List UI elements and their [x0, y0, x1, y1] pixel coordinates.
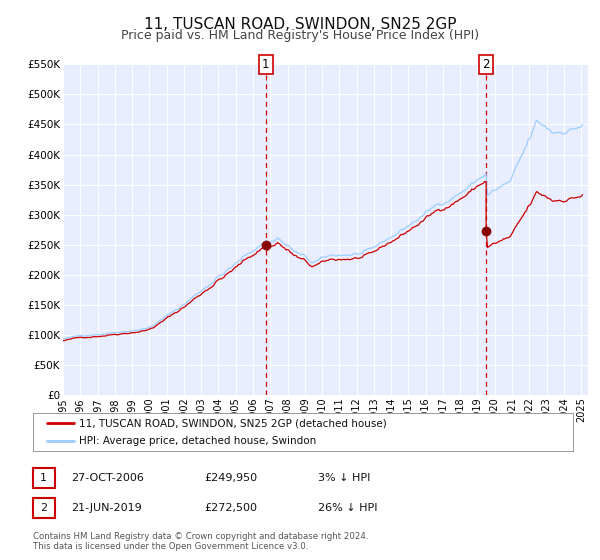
Text: 2: 2 [482, 58, 490, 71]
Text: Price paid vs. HM Land Registry's House Price Index (HPI): Price paid vs. HM Land Registry's House … [121, 29, 479, 42]
Text: 11, TUSCAN ROAD, SWINDON, SN25 2GP: 11, TUSCAN ROAD, SWINDON, SN25 2GP [144, 17, 456, 32]
Text: 1: 1 [40, 473, 47, 483]
Text: £249,950: £249,950 [204, 473, 257, 483]
Text: 11, TUSCAN ROAD, SWINDON, SN25 2GP (detached house): 11, TUSCAN ROAD, SWINDON, SN25 2GP (deta… [79, 418, 386, 428]
Text: £272,500: £272,500 [204, 503, 257, 513]
Text: 21-JUN-2019: 21-JUN-2019 [71, 503, 142, 513]
Text: HPI: Average price, detached house, Swindon: HPI: Average price, detached house, Swin… [79, 436, 316, 446]
Text: 26% ↓ HPI: 26% ↓ HPI [318, 503, 377, 513]
Text: 2: 2 [40, 503, 47, 513]
Text: 1: 1 [262, 58, 269, 71]
Text: 27-OCT-2006: 27-OCT-2006 [71, 473, 143, 483]
Text: 3% ↓ HPI: 3% ↓ HPI [318, 473, 370, 483]
Text: Contains HM Land Registry data © Crown copyright and database right 2024.
This d: Contains HM Land Registry data © Crown c… [33, 532, 368, 551]
